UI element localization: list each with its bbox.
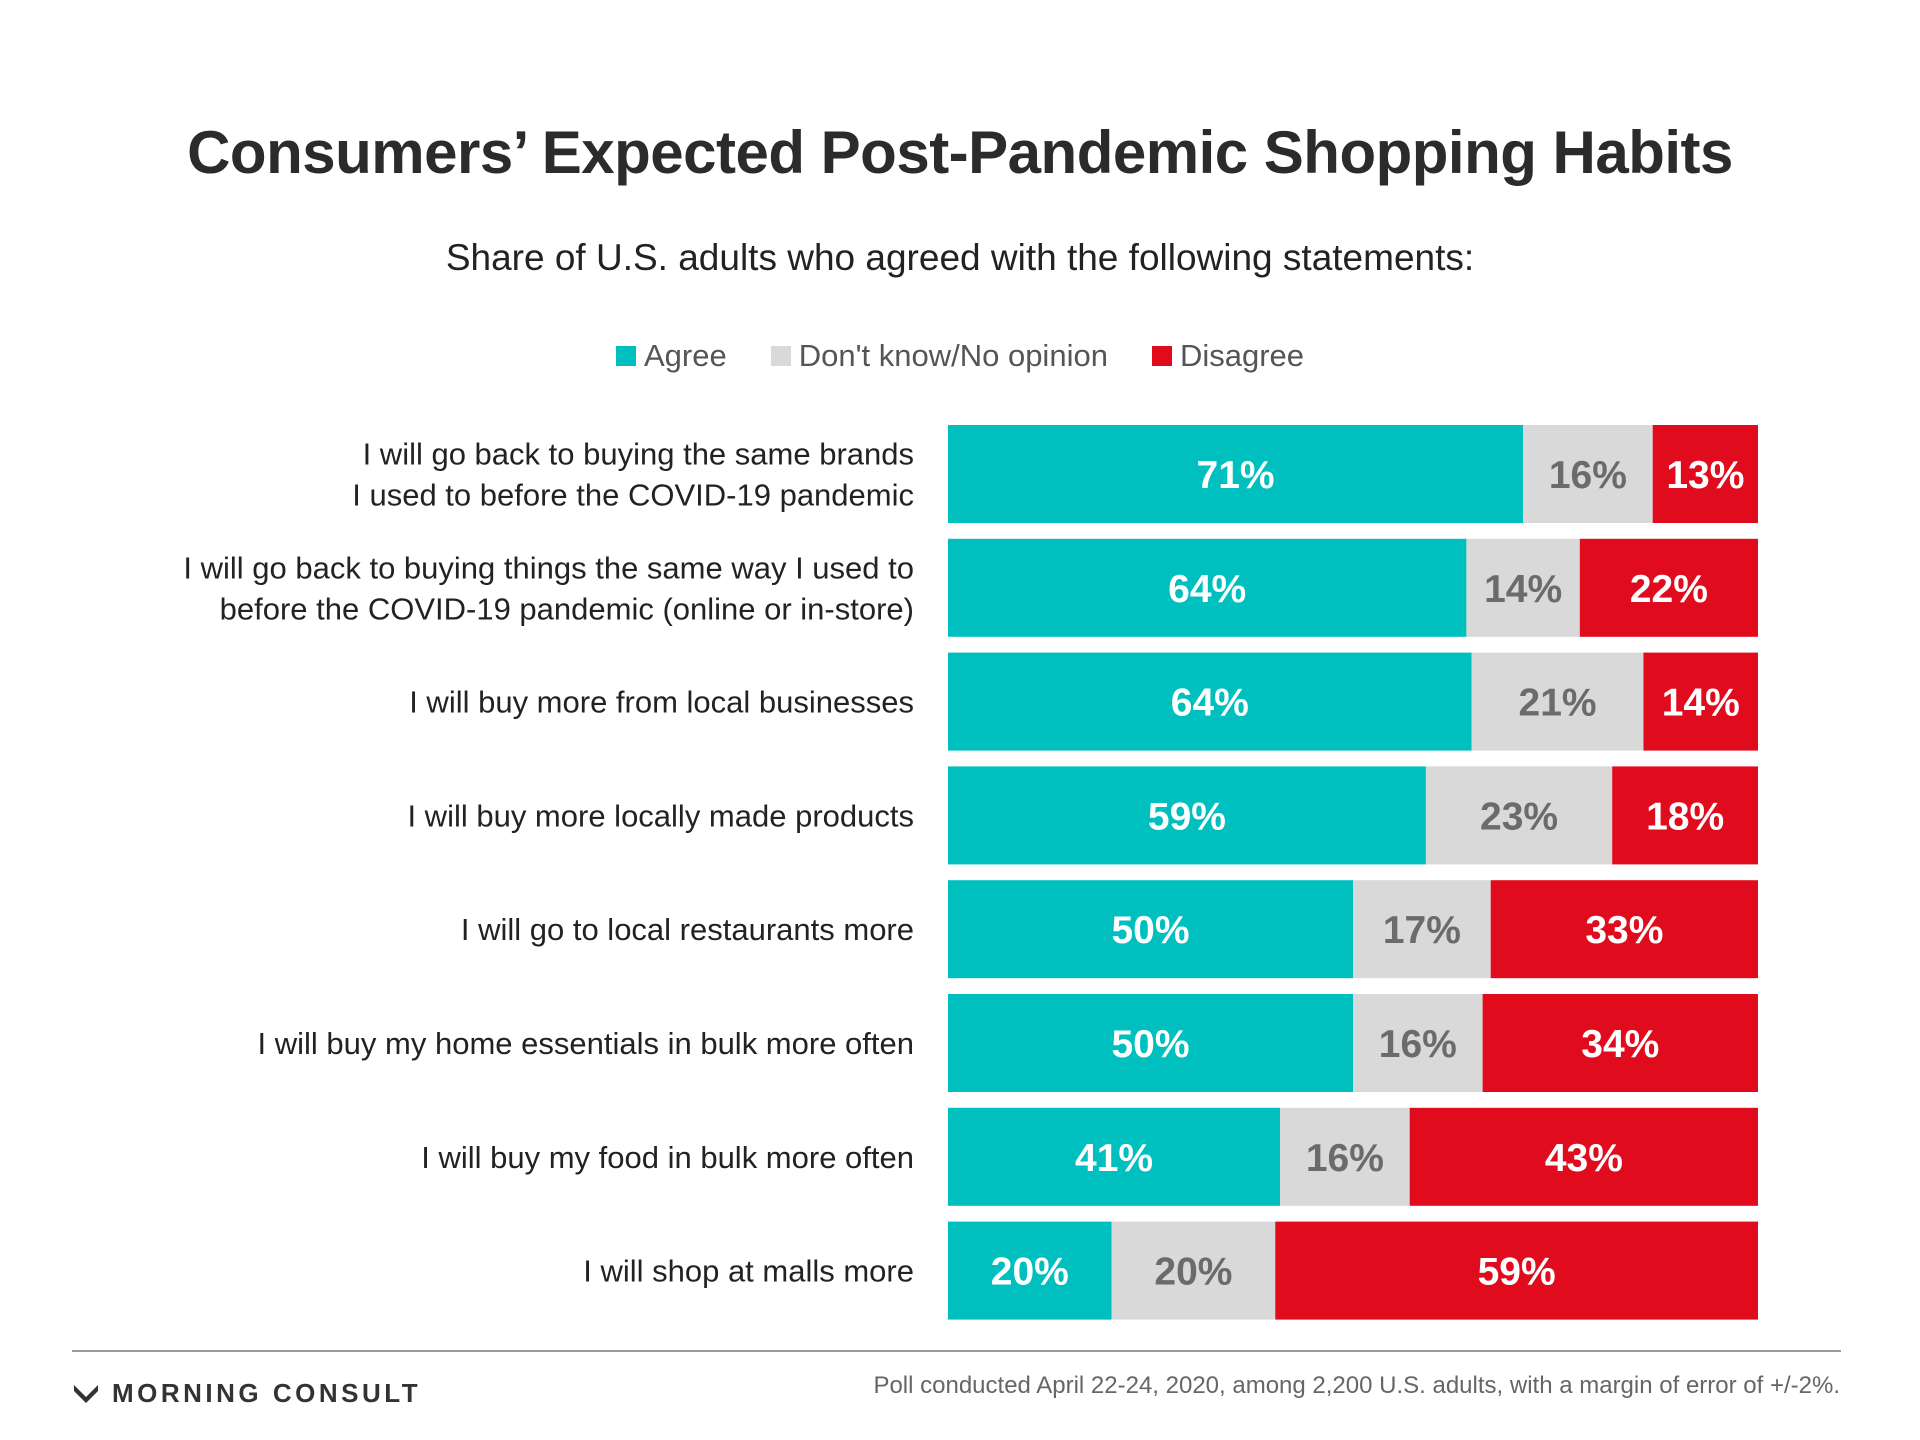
bar-segment — [1275, 1221, 1758, 1320]
bar-segment — [1280, 1107, 1410, 1206]
bar-segment — [1471, 652, 1644, 751]
legend-item-disagree: Disagree — [1151, 338, 1304, 374]
bar-segment — [1353, 880, 1491, 979]
row-label-line: before the COVID-19 pandemic (online or … — [220, 591, 914, 626]
legend-label-disagree: Disagree — [1179, 338, 1304, 373]
bar-segment — [948, 652, 1472, 751]
data-label: 22% — [1630, 568, 1708, 611]
data-label: 20% — [1154, 1251, 1232, 1294]
data-label: 23% — [1480, 795, 1558, 838]
data-label: 59% — [1478, 1251, 1556, 1294]
row-label: I will buy more from local businesses — [409, 685, 914, 720]
row-label-line: I will go back to buying things the same… — [183, 550, 914, 585]
data-label: 16% — [1379, 1023, 1457, 1066]
bar-segment — [948, 880, 1353, 979]
bar-segment — [1466, 538, 1580, 637]
legend-swatch-dont-know — [770, 346, 791, 366]
row-label: I will buy my home essentials in bulk mo… — [258, 1026, 914, 1061]
data-label: 18% — [1646, 795, 1724, 838]
row-label: I will shop at malls more — [583, 1254, 914, 1289]
data-label: 64% — [1168, 568, 1246, 611]
legend-label-dont-know: Don't know/No opinion — [798, 338, 1108, 373]
data-label: 14% — [1662, 682, 1740, 725]
data-label: 33% — [1585, 909, 1663, 952]
bar-segment — [1579, 538, 1758, 637]
data-label: 13% — [1666, 454, 1744, 497]
data-label: 59% — [1148, 795, 1226, 838]
bar-segment — [948, 766, 1426, 865]
chart-subtitle: Share of U.S. adults who agreed with the… — [445, 237, 1475, 278]
row-label-line: I will buy my food in bulk more often — [421, 1140, 914, 1175]
data-label: 64% — [1171, 682, 1249, 725]
row-label-line: I will go back to buying the same brands — [363, 437, 914, 472]
bar-segment — [948, 425, 1524, 523]
legend-label-agree: Agree — [643, 338, 727, 373]
bar-segment — [1111, 1221, 1276, 1320]
legend-item-agree: Agree — [615, 338, 727, 374]
bar-segment — [948, 538, 1467, 637]
row-label-line: I will go to local restaurants more — [461, 912, 914, 947]
bar-segment — [948, 994, 1353, 1092]
data-label: 20% — [991, 1251, 1069, 1294]
row-label-line: I will shop at malls more — [583, 1254, 914, 1289]
row-label-line: I will buy more locally made products — [407, 798, 914, 833]
legend-swatch-agree — [615, 346, 636, 366]
row-label-line: I will buy my home essentials in bulk mo… — [258, 1026, 914, 1061]
bar-segment — [1643, 652, 1758, 751]
data-label: 16% — [1306, 1137, 1384, 1180]
data-label: 50% — [1111, 1023, 1189, 1066]
data-label: 41% — [1075, 1137, 1153, 1180]
bar-segment — [1409, 1107, 1758, 1206]
data-label: 17% — [1383, 909, 1461, 952]
bar-segment — [1490, 880, 1758, 979]
data-label: 43% — [1545, 1137, 1623, 1180]
data-label: 50% — [1111, 909, 1189, 952]
row-label: I will buy my food in bulk more often — [421, 1140, 914, 1175]
bar-segment — [1612, 766, 1758, 865]
row-label-line: I will buy more from local businesses — [409, 685, 914, 720]
row-label: I will go back to buying things the same… — [183, 550, 914, 626]
chart-title: Consumers’ Expected Post-Pandemic Shoppi… — [187, 119, 1733, 186]
brand-logo: MORNING CONSULT — [72, 1378, 421, 1409]
footnote: Poll conducted April 22-24, 2020, among … — [873, 1372, 1840, 1399]
data-label: 14% — [1484, 568, 1562, 611]
bar-segment — [1482, 994, 1758, 1092]
legend-item-dont-know: Don't know/No opinion — [770, 338, 1108, 374]
bar-segment — [948, 1221, 1112, 1320]
bar-segment — [1523, 425, 1653, 523]
row-label: I will buy more locally made products — [407, 798, 914, 833]
footer-divider — [72, 1350, 1841, 1352]
data-label: 16% — [1549, 454, 1627, 497]
legend-swatch-disagree — [1151, 346, 1172, 366]
legend: Agree Don't know/No opinion Disagree — [0, 338, 1920, 374]
row-label: I will go to local restaurants more — [461, 912, 914, 947]
row-label-line: I used to before the COVID-19 pandemic — [352, 478, 914, 513]
bar-segment — [1425, 766, 1613, 865]
bar-segment — [948, 1107, 1281, 1206]
morning-consult-logo-icon — [74, 1384, 98, 1403]
bar-segment — [1652, 425, 1758, 523]
data-label: 34% — [1581, 1023, 1659, 1066]
bar-segment — [1353, 994, 1483, 1092]
data-label: 21% — [1519, 682, 1597, 725]
brand-name: MORNING CONSULT — [112, 1378, 422, 1408]
data-label: 71% — [1197, 454, 1275, 497]
row-label: I will go back to buying the same brands… — [352, 437, 914, 513]
